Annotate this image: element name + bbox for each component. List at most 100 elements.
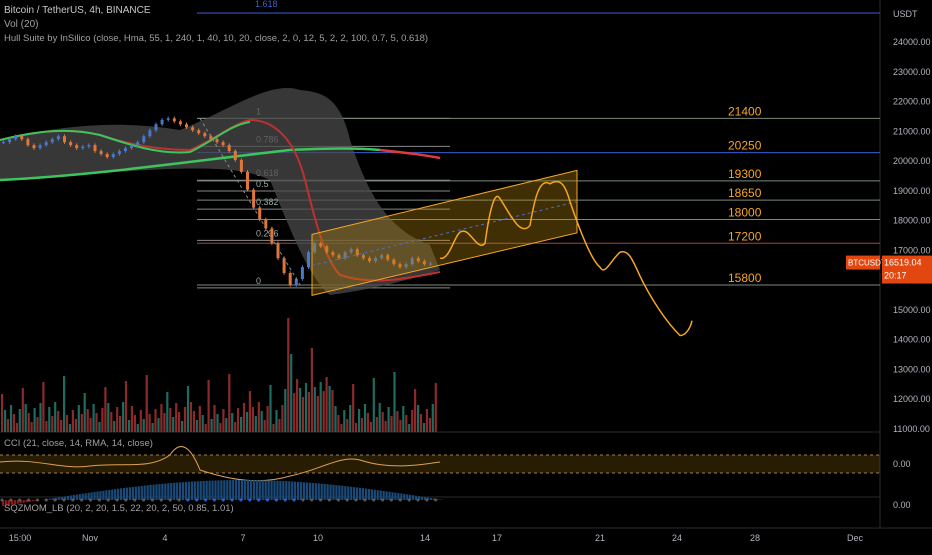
sqz-dot [213, 499, 216, 502]
volume-bar [84, 393, 86, 432]
current-price-label: 16519.04 [884, 258, 922, 268]
volume-bar [205, 424, 207, 432]
cci-indicator-label[interactable]: CCI (21, close, 14, RMA, 14, close) [4, 438, 153, 449]
volume-bar [364, 404, 366, 432]
sqz-axis-value: 0.00 [893, 500, 911, 510]
candle-body [155, 124, 158, 130]
sqz-bar [350, 487, 352, 500]
volume-bar [284, 389, 286, 432]
candle-body [246, 172, 249, 190]
volume-bar [225, 418, 227, 432]
sqz-bar [238, 480, 240, 500]
volume-bar [361, 418, 363, 432]
candle-body [51, 139, 54, 142]
volume-bar [323, 391, 325, 432]
price-axis-tick: 22000.00 [893, 97, 931, 107]
volume-bar [31, 422, 33, 432]
price-axis-tick: 24000.00 [893, 37, 931, 47]
sqz-dot [98, 499, 101, 502]
candle-body [148, 130, 151, 136]
candle-body [179, 121, 182, 124]
candle-body [203, 133, 206, 136]
volume-bar [346, 419, 348, 432]
sqz-bar [155, 484, 157, 500]
sqz-dot [133, 499, 136, 502]
volume-bar [190, 402, 192, 432]
volume-bar [243, 403, 245, 432]
fib-ratio-label: 0.236 [256, 228, 279, 238]
sqz-indicator-label[interactable]: SQZMOM_LB (20, 2, 20, 1.5, 22, 20, 2, 50… [4, 503, 234, 514]
sqz-bar [368, 489, 370, 500]
volume-bar [299, 388, 301, 432]
hull-indicator-label[interactable]: Hull Suite by InSilico (close, Hma, 55, … [4, 33, 428, 44]
sqz-dot [204, 499, 207, 502]
fib-ratio-label: 0.382 [256, 197, 279, 207]
price-axis-tick: 11000.00 [893, 424, 930, 434]
sqz-dot [54, 499, 57, 502]
sqz-dot [107, 499, 110, 502]
sqz-bar [341, 486, 343, 500]
sqz-bar [191, 482, 193, 500]
candle-body [307, 252, 310, 267]
sqz-bar [309, 483, 311, 500]
volume-bar [25, 404, 27, 432]
volume-bar [34, 408, 36, 432]
sqz-bar [300, 482, 302, 500]
sqz-dot [222, 499, 225, 502]
sqz-bar [197, 481, 199, 500]
volume-bar [184, 407, 186, 432]
candle-body [26, 139, 29, 145]
sqz-bar [182, 482, 184, 500]
sqz-bar [430, 498, 432, 500]
volume-bar [311, 348, 313, 432]
sqz-bar [170, 483, 172, 500]
sqz-bar [164, 484, 166, 500]
sqz-dot [346, 499, 349, 502]
sqz-bar [226, 480, 228, 500]
sqz-bar [229, 480, 231, 500]
sqz-bar [259, 480, 261, 500]
volume-bar [269, 385, 271, 432]
vol-indicator-label[interactable]: Vol (20) [4, 19, 38, 30]
sqz-bar [318, 483, 320, 500]
volume-bar [199, 406, 201, 432]
symbol-title[interactable]: Bitcoin / TetherUS, 4h, BINANCE [4, 5, 151, 16]
sqz-bar [253, 480, 255, 500]
volume-bar [196, 420, 198, 432]
volume-bar [352, 384, 354, 432]
volume-bar [28, 413, 30, 432]
sqz-bar [93, 492, 95, 500]
candle-body [234, 151, 237, 160]
sqz-dot [390, 499, 393, 502]
sqz-bar [188, 482, 190, 500]
price-axis-tick: 19000.00 [893, 186, 931, 196]
candle-body [8, 139, 11, 142]
sqz-dot [355, 499, 358, 502]
sqz-bar [138, 486, 140, 500]
sqz-bar [268, 480, 270, 500]
volume-bar [216, 414, 218, 432]
sqz-bar [123, 488, 125, 500]
price-level-label: 18000 [728, 206, 762, 220]
sqz-bar [374, 490, 376, 500]
volume-bar [110, 412, 112, 432]
time-axis-label: 17 [492, 533, 502, 543]
candle-body [191, 127, 194, 130]
volume-bar [213, 405, 215, 432]
sqz-dot [45, 499, 48, 502]
volume-bar [408, 424, 410, 432]
sqz-bar [247, 480, 249, 500]
candle-body [2, 142, 5, 143]
fib-ratio-label: 0 [256, 276, 261, 286]
volume-bar [331, 390, 333, 432]
volume-bar [435, 383, 437, 432]
candle-body [240, 160, 243, 172]
volume-bar [314, 387, 316, 432]
price-level-label: 17200 [728, 229, 762, 243]
volume-bar [125, 381, 127, 432]
volume-bar [81, 414, 83, 432]
volume-bar [10, 405, 12, 432]
sqz-bar [126, 488, 128, 500]
